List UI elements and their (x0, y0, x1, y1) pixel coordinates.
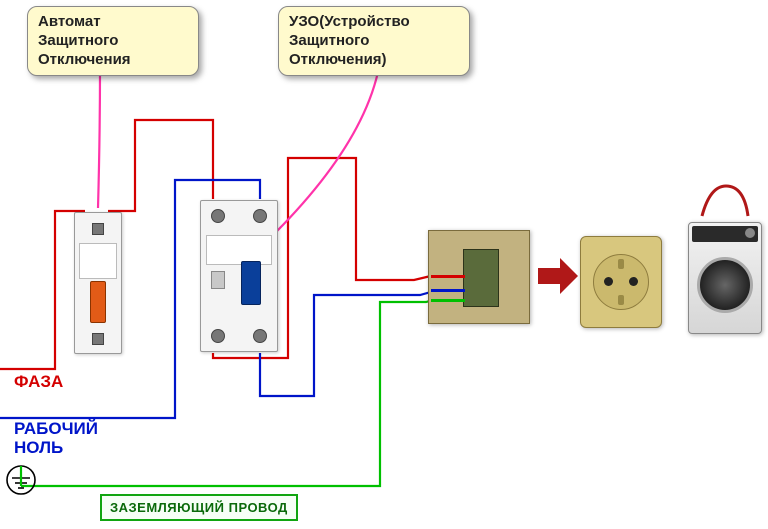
socket-hole-r (629, 277, 638, 286)
label-neutral: РАБОЧИЙ НОЛЬ (14, 420, 98, 457)
socket-ground-clip-top (618, 259, 624, 269)
stub-phase (431, 275, 465, 278)
socket-round (593, 254, 649, 310)
callout-breaker-l2: Защитного (38, 32, 118, 49)
breaker-terminal-top (92, 223, 104, 235)
rcd-uzo (200, 200, 278, 352)
callout-breaker: Автомат Защитного Отключения (27, 6, 199, 76)
phase-entry-arrow (0, 364, 10, 374)
uzo-test-button (211, 271, 225, 289)
arrow-to-socket (534, 252, 582, 300)
uzo-terminal-n-top (253, 209, 267, 223)
callout-uzo-l3: Отключения) (289, 51, 387, 68)
callout-uzo-l1: УЗО(Устройство (289, 13, 410, 30)
circuit-breaker (74, 212, 122, 354)
uzo-terminal-l-top (211, 209, 225, 223)
label-phase: ФАЗА (14, 372, 63, 392)
uzo-toggle (241, 261, 261, 305)
washer-loop-arrow (698, 186, 756, 222)
breaker-toggle (90, 281, 106, 323)
washer-door (697, 257, 753, 313)
ground-symbol (7, 466, 35, 494)
uzo-terminal-n-bot (253, 329, 267, 343)
callout-uzo: УЗО(Устройство Защитного Отключения) (278, 6, 470, 76)
washer-dial (745, 228, 755, 238)
stub-neutral (431, 289, 465, 292)
callout-breaker-l1: Автомат (38, 13, 101, 30)
junction-box (428, 230, 530, 324)
neutral-entry-arrow (0, 413, 10, 423)
label-neutral-l1: РАБОЧИЙ (14, 419, 98, 438)
terminal-block (463, 249, 499, 307)
callout-uzo-l2: Защитного (289, 32, 369, 49)
uzo-label-plate (206, 235, 272, 265)
uzo-terminal-l-bot (211, 329, 225, 343)
label-neutral-l2: НОЛЬ (14, 438, 63, 457)
wall-socket (580, 236, 662, 328)
socket-hole-l (604, 277, 613, 286)
breaker-label-plate (79, 243, 117, 279)
socket-ground-clip-bot (618, 295, 624, 305)
callout-breaker-l3: Отключения (38, 51, 131, 68)
breaker-terminal-bottom (92, 333, 104, 345)
label-ground-box: ЗАЗЕМЛЯЮЩИЙ ПРОВОД (100, 494, 298, 521)
washing-machine (688, 222, 762, 334)
stub-ground (431, 299, 465, 302)
